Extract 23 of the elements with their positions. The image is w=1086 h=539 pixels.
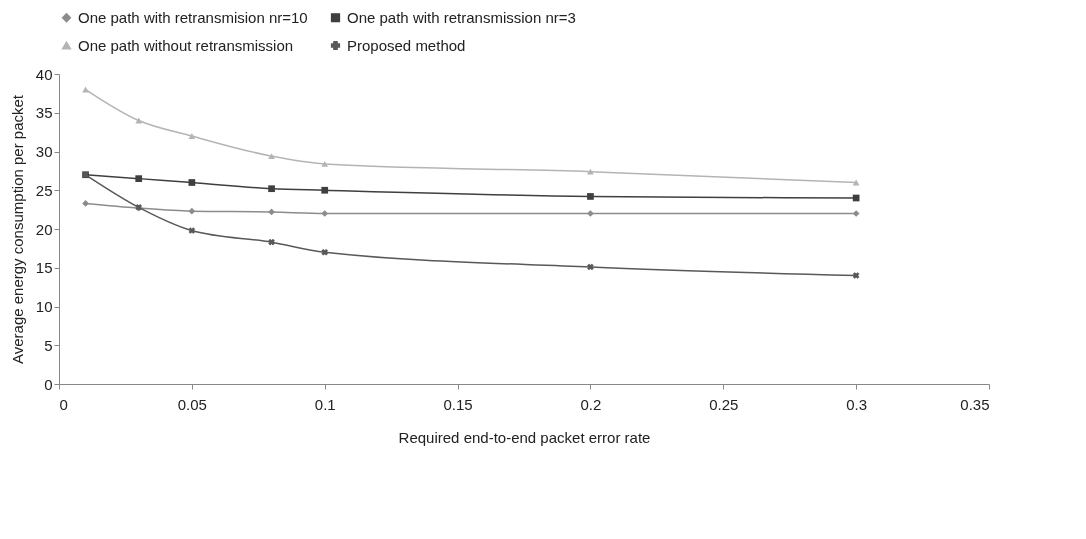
y-tick-label: 10 [35,298,53,315]
y-tick-label: 20 [35,220,53,238]
y-axis-title: Average energy consumption per packet [8,94,26,365]
x-tick-label: 0.3 [846,395,868,413]
y-tick-label: 25 [35,181,53,199]
y-tick-label: 30 [35,143,53,160]
legend-label: One path with retransmision nr=10 [78,8,308,26]
x-tick-label: 0.1 [314,395,336,413]
x-tick-label: 0.2 [580,395,602,413]
y-tick-label: 40 [35,65,53,83]
y-tick-label: 0 [44,375,53,393]
x-axis-title: Required end-to-end packet error rate [398,428,651,446]
legend-label: Proposed method [347,36,466,54]
x-tick-label: 0 [59,395,68,413]
legend-label: One path with retransmission nr=3 [347,8,576,26]
y-tick-label: 15 [35,259,53,277]
x-tick-label: 0.05 [177,395,207,413]
y-tick-label: 35 [35,104,53,122]
x-tick-label: 0.35 [960,395,990,413]
legend-label: One path without retransmission [78,36,294,54]
x-tick-label: 0.15 [443,395,473,413]
x-tick-label: 0.25 [709,395,739,413]
y-tick-label: 5 [44,336,53,354]
